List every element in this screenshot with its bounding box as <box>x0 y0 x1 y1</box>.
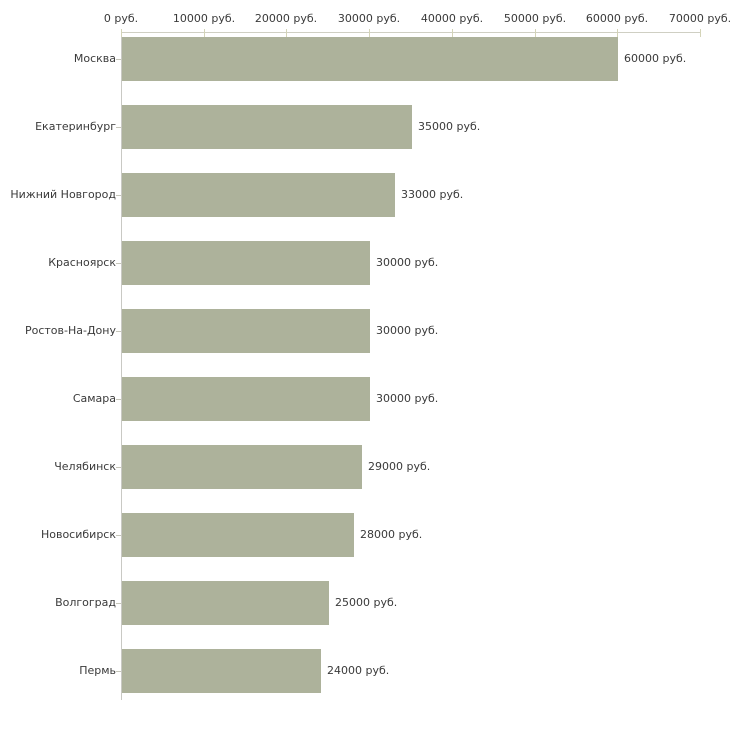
category-tick <box>116 263 121 264</box>
bar <box>122 309 370 353</box>
bar <box>122 105 412 149</box>
value-label: 30000 руб. <box>376 324 439 337</box>
x-axis-tick-label: 40000 руб. <box>420 12 484 25</box>
category-label: Пермь <box>79 664 116 677</box>
x-axis-tick-label: 20000 руб. <box>254 12 318 25</box>
category-label: Екатеринбург <box>35 120 116 133</box>
x-axis-tick <box>452 29 453 37</box>
bar <box>122 241 370 285</box>
bar <box>122 37 618 81</box>
category-tick <box>116 467 121 468</box>
x-axis-tick <box>617 29 618 37</box>
value-label: 35000 руб. <box>418 120 481 133</box>
value-label: 29000 руб. <box>368 460 431 473</box>
value-label: 25000 руб. <box>335 596 398 609</box>
category-tick <box>116 399 121 400</box>
x-axis-tick-label: 60000 руб. <box>585 12 649 25</box>
category-tick <box>116 195 121 196</box>
bar <box>122 445 362 489</box>
x-axis-tick <box>700 29 701 37</box>
x-axis-tick <box>286 29 287 37</box>
bar <box>122 513 354 557</box>
value-label: 30000 руб. <box>376 392 439 405</box>
value-label: 60000 руб. <box>624 52 687 65</box>
category-label: Нижний Новгород <box>10 188 116 201</box>
bar <box>122 581 329 625</box>
category-tick <box>116 671 121 672</box>
bar <box>122 377 370 421</box>
y-axis-line <box>121 32 122 700</box>
x-axis-tick <box>535 29 536 37</box>
bar <box>122 173 395 217</box>
x-axis-tick-label: 30000 руб. <box>337 12 401 25</box>
value-label: 33000 руб. <box>401 188 464 201</box>
category-tick <box>116 59 121 60</box>
category-tick <box>116 127 121 128</box>
value-label: 30000 руб. <box>376 256 439 269</box>
bar <box>122 649 321 693</box>
category-label: Волгоград <box>55 596 116 609</box>
category-label: Москва <box>73 52 116 65</box>
x-axis-tick <box>369 29 370 37</box>
category-tick <box>116 331 121 332</box>
category-label: Самара <box>72 392 116 405</box>
value-label: 28000 руб. <box>360 528 423 541</box>
x-axis-tick <box>204 29 205 37</box>
x-axis-tick-label: 0 руб. <box>103 12 139 25</box>
category-label: Новосибирск <box>40 528 116 541</box>
value-label: 24000 руб. <box>327 664 390 677</box>
category-label: Ростов-На-Дону <box>24 324 116 337</box>
x-axis-tick <box>121 29 122 37</box>
category-label: Красноярск <box>48 256 116 269</box>
category-label: Челябинск <box>54 460 116 473</box>
category-tick <box>116 535 121 536</box>
x-axis-tick-label: 10000 руб. <box>172 12 236 25</box>
x-axis-tick-label: 70000 руб. <box>668 12 730 25</box>
x-axis-line <box>121 32 701 33</box>
x-axis-tick-label: 50000 руб. <box>503 12 567 25</box>
category-tick <box>116 603 121 604</box>
